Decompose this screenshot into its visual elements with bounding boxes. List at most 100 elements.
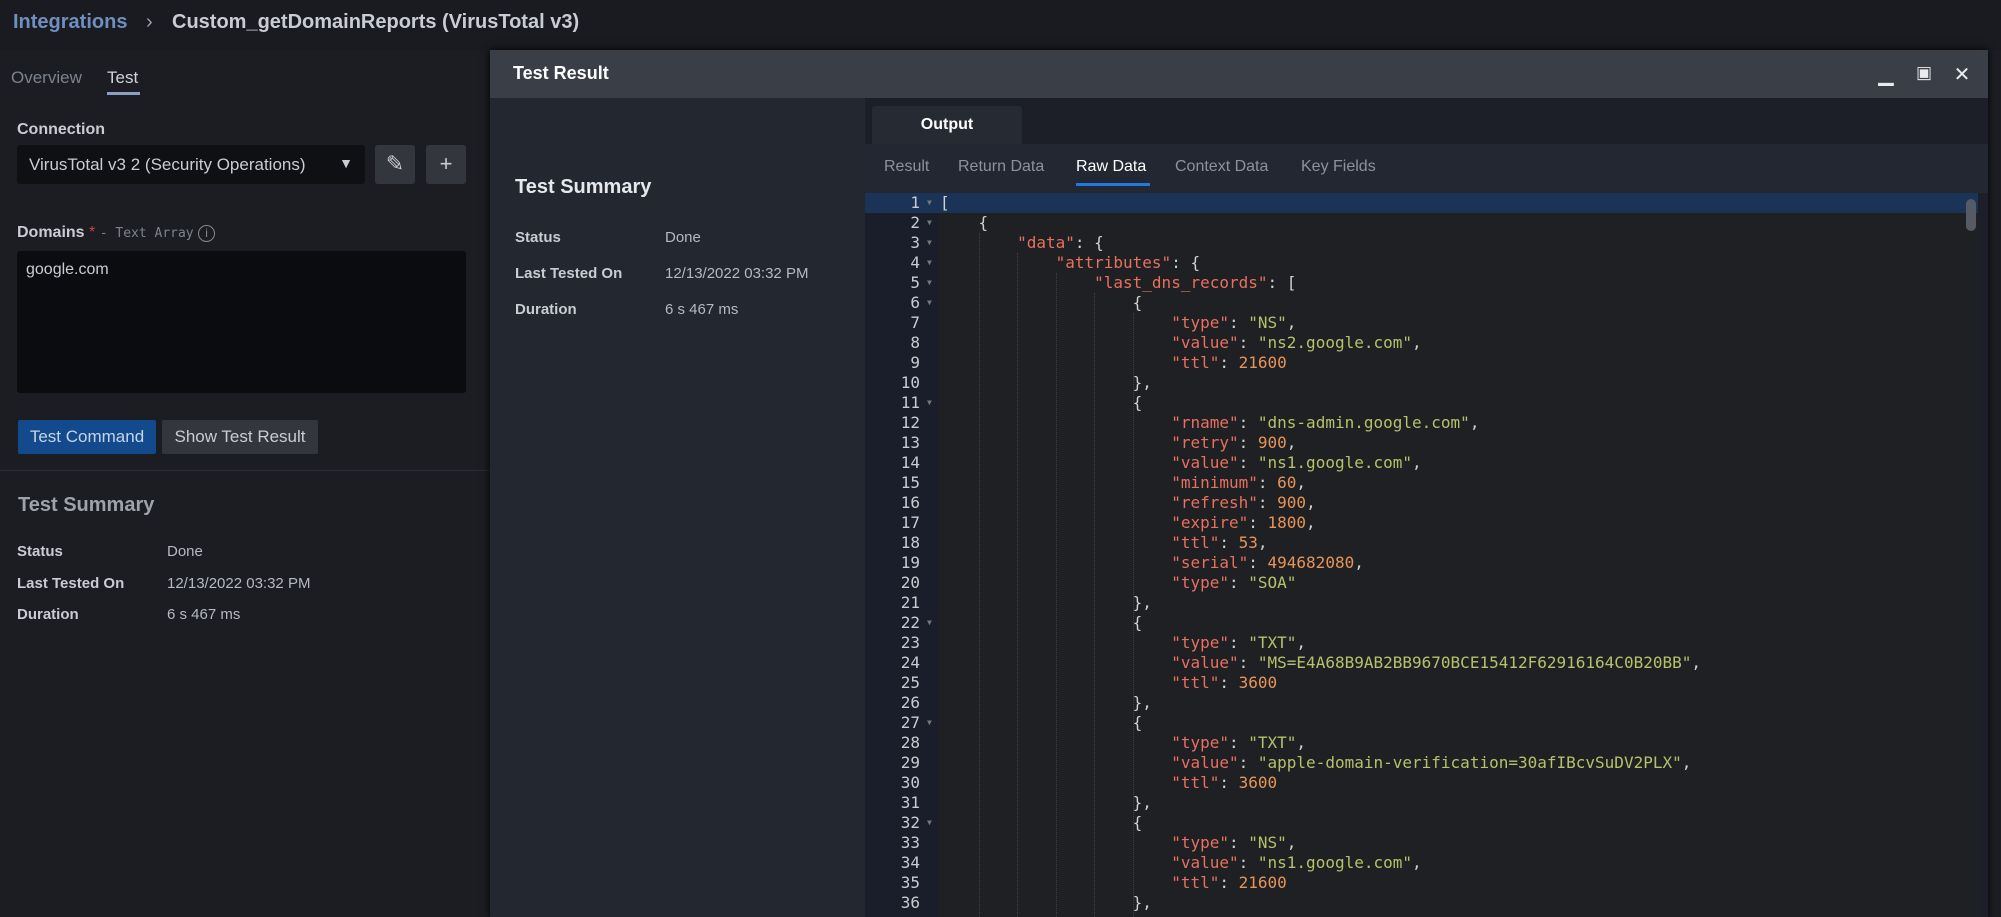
edit-connection-button[interactable]: ✎ <box>375 145 415 184</box>
fold-arrow-icon[interactable]: ▼ <box>927 218 932 227</box>
breadcrumb-integrations-link[interactable]: Integrations <box>13 11 128 33</box>
code-line: 28 "type": "TXT", <box>865 733 1978 753</box>
fold-arrow-icon[interactable]: ▼ <box>927 298 932 307</box>
code-line: 12 "rname": "dns-admin.google.com", <box>865 413 1978 433</box>
active-subtab-indicator <box>1076 183 1150 186</box>
code-line: 11 ▼ { <box>865 393 1978 413</box>
line-number: 28 <box>900 733 920 752</box>
code-text: "value": "ns1.google.com", <box>1171 453 1422 472</box>
raw-data-code-editor[interactable]: 1 ▼[2 ▼ {3 ▼ "data": {4 ▼ "attributes": {5 ▼ … <box>865 193 1978 917</box>
code-text: }, <box>940 373 1152 392</box>
code-line: 18 "ttl": 53, <box>865 533 1978 553</box>
summary-key: Status <box>515 229 561 246</box>
domains-textarea[interactable]: google.com <box>17 251 466 393</box>
domains-type: - Text Array <box>99 226 194 241</box>
line-number: 26 <box>900 693 920 712</box>
fold-arrow-icon[interactable]: ▼ <box>927 718 932 727</box>
code-line: 5 ▼ "last_dns_records": [ <box>865 273 1978 293</box>
info-icon[interactable]: i <box>198 225 216 242</box>
summary-key: Duration <box>17 606 79 623</box>
line-number: 30 <box>900 773 920 792</box>
code-text: "minimum": 60, <box>1171 473 1307 492</box>
subtab-key-fields[interactable]: Key Fields <box>1301 158 1376 175</box>
show-test-result-button[interactable]: Show Test Result <box>162 420 318 454</box>
code-text: "rname": "dns-admin.google.com", <box>1171 413 1480 432</box>
top-header: Integrations › Custom_getDomainReports (… <box>0 0 2001 50</box>
subtab-result[interactable]: Result <box>884 158 930 175</box>
output-subtabs: Result Return Data Raw Data Context Data Key… <box>865 144 1988 193</box>
connection-value: VirusTotal v3 2 (Security Operations) <box>29 155 306 174</box>
code-text: "value": "MS=E4A68B9AB2BB9670BCE15412F62… <box>1171 653 1702 672</box>
code-text: [ <box>940 193 950 212</box>
minimize-icon[interactable]: ▁ <box>1878 64 1894 86</box>
close-icon[interactable]: ✕ <box>1953 64 1971 86</box>
test-command-button[interactable]: Test Command <box>18 420 156 454</box>
fold-arrow-icon[interactable]: ▼ <box>927 198 932 207</box>
tab-test[interactable]: Test <box>107 68 139 87</box>
code-text: { <box>940 293 1143 312</box>
fold-arrow-icon[interactable]: ▼ <box>927 818 932 827</box>
code-line: 26 }, <box>865 693 1978 713</box>
line-number: 36 <box>900 893 920 912</box>
line-number: 24 <box>900 653 920 672</box>
code-lines: 1 ▼[2 ▼ {3 ▼ "data": {4 ▼ "attributes": {5 ▼ … <box>865 193 1978 917</box>
code-text: "data": { <box>1017 233 1104 252</box>
line-number: 13 <box>900 433 920 452</box>
vertical-scrollbar[interactable] <box>1966 199 1976 231</box>
code-line: 14 "value": "ns1.google.com", <box>865 453 1978 473</box>
subtab-return-data[interactable]: Return Data <box>958 158 1045 175</box>
add-connection-button[interactable]: + <box>426 145 466 184</box>
line-number: 15 <box>900 473 920 492</box>
summary-key: Last Tested On <box>515 265 623 282</box>
line-number: 31 <box>900 793 920 812</box>
indent-guide <box>1055 273 1057 917</box>
tab-overview[interactable]: Overview <box>11 68 82 87</box>
dialog-title: Test Result <box>513 63 609 83</box>
code-line: 7 "type": "NS", <box>865 313 1978 333</box>
line-number: 3 <box>910 233 920 252</box>
code-line: 29 "value": "apple-domain-verification=3… <box>865 753 1978 773</box>
code-text: "ttl": 53, <box>1171 533 1268 552</box>
dialog-title-bar: Test Result ▁ ▣ ✕ <box>490 50 1988 98</box>
fold-arrow-icon[interactable]: ▼ <box>927 258 932 267</box>
indent-guide <box>1094 293 1095 917</box>
code-line: 15 "minimum": 60, <box>865 473 1978 493</box>
code-text: "value": "ns2.google.com", <box>1171 333 1422 352</box>
fold-arrow-icon[interactable]: ▼ <box>927 238 932 247</box>
connection-select[interactable]: VirusTotal v3 2 (Security Operations) ▼ <box>17 145 365 184</box>
code-text: { <box>940 213 989 232</box>
indent-guide <box>978 233 980 917</box>
line-number: 12 <box>900 413 920 432</box>
code-line: 6 ▼ { <box>865 293 1978 313</box>
line-number: 4 <box>910 253 920 272</box>
summary-key: Duration <box>515 301 577 318</box>
tab-output[interactable]: Output <box>872 106 1022 144</box>
line-number: 35 <box>900 873 920 892</box>
line-number-gutter <box>865 193 938 917</box>
summary-value: 12/13/2022 03:32 PM <box>665 265 809 282</box>
code-text: "serial": 494682080, <box>1171 553 1364 572</box>
line-number: 11 <box>900 393 920 412</box>
fold-arrow-icon[interactable]: ▼ <box>927 278 932 287</box>
code-text: "ttl": 3600 <box>1171 773 1278 792</box>
integration-test-panel: Overview Test Connection VirusTotal v3 2… <box>0 50 490 917</box>
summary-key: Status <box>17 543 63 560</box>
fold-arrow-icon[interactable]: ▼ <box>927 398 932 407</box>
summary-value: 6 s 467 ms <box>665 301 739 318</box>
code-line: 27 ▼ { <box>865 713 1978 733</box>
line-number: 34 <box>900 853 920 872</box>
code-text: { <box>940 813 1143 832</box>
required-marker: * <box>89 224 96 241</box>
code-line: 31 }, <box>865 793 1978 813</box>
fold-arrow-icon[interactable]: ▼ <box>927 618 932 627</box>
code-text: { <box>940 393 1143 412</box>
subtab-raw-data[interactable]: Raw Data <box>1076 158 1147 175</box>
code-line: 35 "ttl": 21600 <box>865 873 1978 893</box>
code-text: "type": "NS", <box>1171 313 1297 332</box>
code-line: 4 ▼ "attributes": { <box>865 253 1978 273</box>
code-text: "type": "NS", <box>1171 833 1297 852</box>
indent-guide <box>1017 253 1018 917</box>
summary-value: Done <box>167 543 203 560</box>
subtab-context-data[interactable]: Context Data <box>1175 158 1269 175</box>
maximize-icon[interactable]: ▣ <box>1915 63 1933 82</box>
